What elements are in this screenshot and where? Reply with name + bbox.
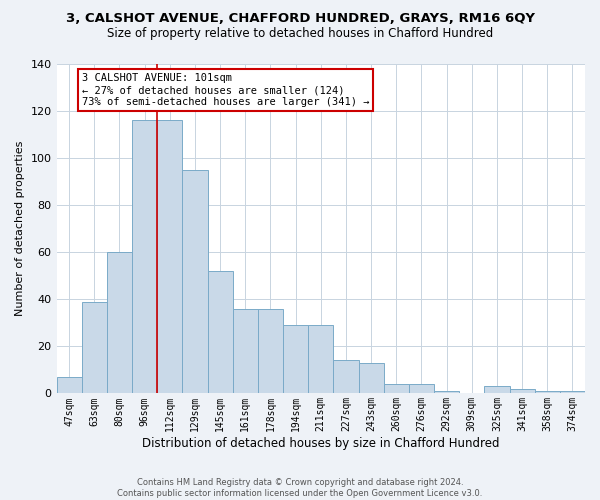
Bar: [107, 252, 132, 394]
Bar: [484, 386, 509, 394]
Bar: [182, 170, 208, 394]
Bar: [258, 308, 283, 394]
Bar: [308, 325, 334, 394]
Bar: [535, 391, 560, 394]
Bar: [233, 308, 258, 394]
Bar: [334, 360, 359, 394]
Bar: [383, 384, 409, 394]
Bar: [560, 391, 585, 394]
Text: 3, CALSHOT AVENUE, CHAFFORD HUNDRED, GRAYS, RM16 6QY: 3, CALSHOT AVENUE, CHAFFORD HUNDRED, GRA…: [65, 12, 535, 26]
Y-axis label: Number of detached properties: Number of detached properties: [15, 141, 25, 316]
Bar: [434, 391, 459, 394]
X-axis label: Distribution of detached houses by size in Chafford Hundred: Distribution of detached houses by size …: [142, 437, 500, 450]
Bar: [82, 302, 107, 394]
Text: Contains HM Land Registry data © Crown copyright and database right 2024.
Contai: Contains HM Land Registry data © Crown c…: [118, 478, 482, 498]
Bar: [409, 384, 434, 394]
Bar: [56, 377, 82, 394]
Bar: [509, 388, 535, 394]
Bar: [157, 120, 182, 394]
Bar: [132, 120, 157, 394]
Text: 3 CALSHOT AVENUE: 101sqm
← 27% of detached houses are smaller (124)
73% of semi-: 3 CALSHOT AVENUE: 101sqm ← 27% of detach…: [82, 74, 369, 106]
Bar: [208, 271, 233, 394]
Bar: [283, 325, 308, 394]
Bar: [359, 363, 383, 394]
Text: Size of property relative to detached houses in Chafford Hundred: Size of property relative to detached ho…: [107, 28, 493, 40]
